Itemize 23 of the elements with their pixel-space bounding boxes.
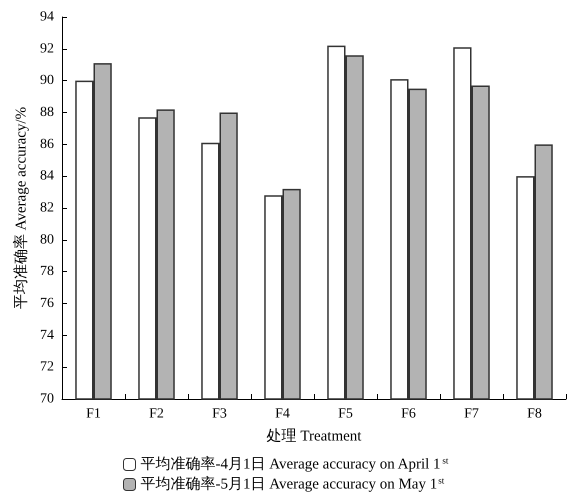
y-tick-label: 94 <box>40 10 54 24</box>
y-tick-label: 80 <box>40 232 54 248</box>
x-tick-label: F8 <box>527 406 542 422</box>
y-tick-label: 74 <box>40 328 54 343</box>
x-axis-title: 处理 Treatment <box>266 428 362 444</box>
y-tick-label: 86 <box>40 136 54 152</box>
y-tick-label: 88 <box>40 105 54 120</box>
y-tick-label: 76 <box>40 296 54 311</box>
y-tick-label: 72 <box>40 360 54 375</box>
x-tick-label: F2 <box>149 406 164 422</box>
y-axis-title: 平均准确率 Average accuracy/% <box>12 106 30 310</box>
x-tick-label: F1 <box>86 406 101 422</box>
y-tick-label: 82 <box>40 200 54 216</box>
x-tick-label: F4 <box>275 406 290 422</box>
x-tick-label: F7 <box>464 406 479 422</box>
x-tick-label: F3 <box>212 406 227 422</box>
x-tick-label: F6 <box>401 406 416 422</box>
y-tick-label: 90 <box>40 73 54 88</box>
y-tick-label: 92 <box>40 41 54 56</box>
y-tick-label: 78 <box>40 264 54 280</box>
y-tick-label: 84 <box>40 168 54 184</box>
x-tick-label: F5 <box>338 406 353 422</box>
y-tick-label: 70 <box>40 392 54 406</box>
